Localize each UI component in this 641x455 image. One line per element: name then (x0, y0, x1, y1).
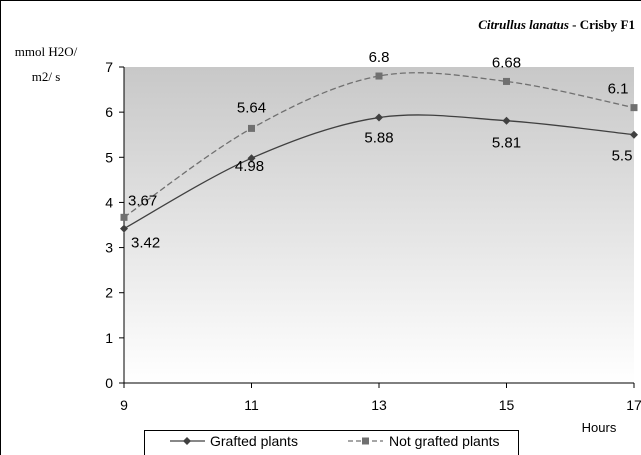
y-axis-label-line1: mmol H2O/ (15, 44, 78, 59)
data-point-not-grafted (248, 124, 255, 132)
data-label-grafted: 3.42 (131, 235, 160, 252)
chart-title: Citrullus lanatus - Crisby F1 (478, 17, 635, 32)
title-separator: - (569, 17, 580, 32)
data-point-not-grafted (375, 72, 383, 80)
x-tick-label: 15 (499, 397, 515, 413)
x-tick-label: 17 (626, 397, 641, 413)
data-label-not-grafted: 3.67 (128, 192, 157, 209)
data-label-grafted: 5.88 (364, 130, 393, 147)
y-axis-label-line2: m2/ s (32, 69, 61, 84)
data-point-grafted (502, 116, 511, 125)
data-label-not-grafted: 5.64 (237, 99, 266, 116)
data-label-grafted: 5.5 (612, 148, 633, 165)
x-axis-label: Hours (582, 420, 617, 435)
legend-label-grafted: Grafted plants (210, 433, 298, 449)
data-point-grafted (630, 130, 638, 139)
data-point-not-grafted (503, 77, 510, 85)
x-tick-label: 13 (371, 397, 387, 413)
legend-item-not-grafted: Not grafted plants (348, 433, 500, 449)
data-label-not-grafted: 6.68 (492, 54, 521, 71)
y-tick-label: 7 (105, 59, 113, 75)
data-label-grafted: 4.98 (235, 158, 264, 175)
x-tick-label: 11 (244, 397, 259, 413)
data-labels: 3.42 4.98 5.88 5.81 5.5 3.67 5.64 6.8 6.68 6.1 (128, 49, 632, 252)
y-tick-label: 1 (105, 330, 113, 346)
data-label-not-grafted: 6.8 (369, 49, 390, 66)
y-tick-label: 4 (105, 194, 113, 210)
legend-item-grafted: Grafted plants (170, 433, 298, 449)
data-point-grafted (375, 113, 383, 122)
data-point-not-grafted (630, 104, 638, 112)
axes: 0 1 2 3 4 5 6 7 9 11 13 15 17 (105, 59, 641, 413)
legend: Grafted plants Not grafted plants (144, 430, 519, 455)
legend-marker-square (362, 437, 369, 445)
data-label-not-grafted: 6.1 (608, 81, 629, 98)
y-tick-label: 6 (105, 104, 113, 120)
title-cultivar: Crisby F1 (580, 17, 635, 32)
data-point-grafted (120, 224, 128, 233)
y-tick-label: 3 (105, 240, 113, 256)
legend-marker-diamond (183, 437, 191, 445)
title-species: Citrullus lanatus (478, 17, 569, 32)
data-point-not-grafted (120, 213, 128, 221)
legend-label-not-grafted: Not grafted plants (389, 433, 500, 449)
x-tick-label: 9 (120, 397, 128, 413)
y-tick-label: 5 (105, 149, 113, 165)
legend-box (144, 430, 519, 455)
data-label-grafted: 5.81 (492, 135, 521, 152)
data-point-grafted (247, 154, 256, 163)
series-layer (120, 72, 638, 233)
y-tick-label: 0 (105, 375, 113, 391)
y-tick-label: 2 (105, 285, 113, 301)
